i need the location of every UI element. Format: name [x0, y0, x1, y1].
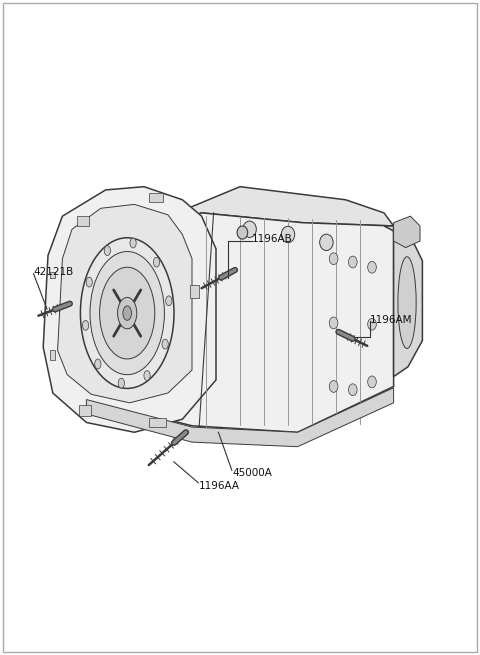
Ellipse shape [123, 306, 132, 320]
Ellipse shape [329, 381, 338, 392]
Polygon shape [190, 285, 199, 298]
Ellipse shape [348, 256, 357, 268]
Text: 42121B: 42121B [34, 267, 74, 277]
Ellipse shape [348, 384, 357, 396]
Polygon shape [149, 193, 163, 202]
Ellipse shape [398, 257, 416, 348]
Ellipse shape [144, 371, 150, 381]
Ellipse shape [154, 257, 160, 267]
Ellipse shape [100, 267, 155, 359]
Polygon shape [384, 226, 422, 377]
Polygon shape [106, 187, 394, 246]
Ellipse shape [237, 226, 248, 239]
Ellipse shape [281, 227, 295, 243]
Polygon shape [149, 418, 166, 427]
Ellipse shape [243, 221, 256, 238]
Polygon shape [58, 204, 192, 403]
Polygon shape [394, 216, 420, 248]
Ellipse shape [162, 339, 168, 349]
Text: 1196AA: 1196AA [199, 481, 240, 491]
Ellipse shape [118, 297, 137, 329]
Polygon shape [77, 216, 89, 226]
Polygon shape [50, 272, 55, 278]
Ellipse shape [320, 234, 333, 251]
Ellipse shape [329, 253, 338, 265]
Ellipse shape [130, 238, 136, 248]
Ellipse shape [118, 378, 124, 388]
Ellipse shape [166, 296, 172, 306]
Ellipse shape [95, 359, 101, 369]
Ellipse shape [90, 252, 164, 375]
Ellipse shape [329, 317, 338, 329]
Polygon shape [79, 405, 91, 416]
Polygon shape [43, 187, 216, 432]
Ellipse shape [368, 261, 376, 273]
Ellipse shape [86, 277, 92, 287]
Text: 1196AM: 1196AM [370, 314, 412, 325]
Ellipse shape [104, 246, 110, 255]
Ellipse shape [368, 318, 376, 330]
Ellipse shape [81, 238, 174, 388]
Ellipse shape [83, 320, 89, 330]
Ellipse shape [368, 376, 376, 388]
Polygon shape [50, 350, 55, 360]
Text: 1196AB: 1196AB [252, 234, 293, 244]
Polygon shape [72, 213, 394, 432]
Polygon shape [86, 388, 394, 447]
Text: 45000A: 45000A [233, 468, 273, 478]
